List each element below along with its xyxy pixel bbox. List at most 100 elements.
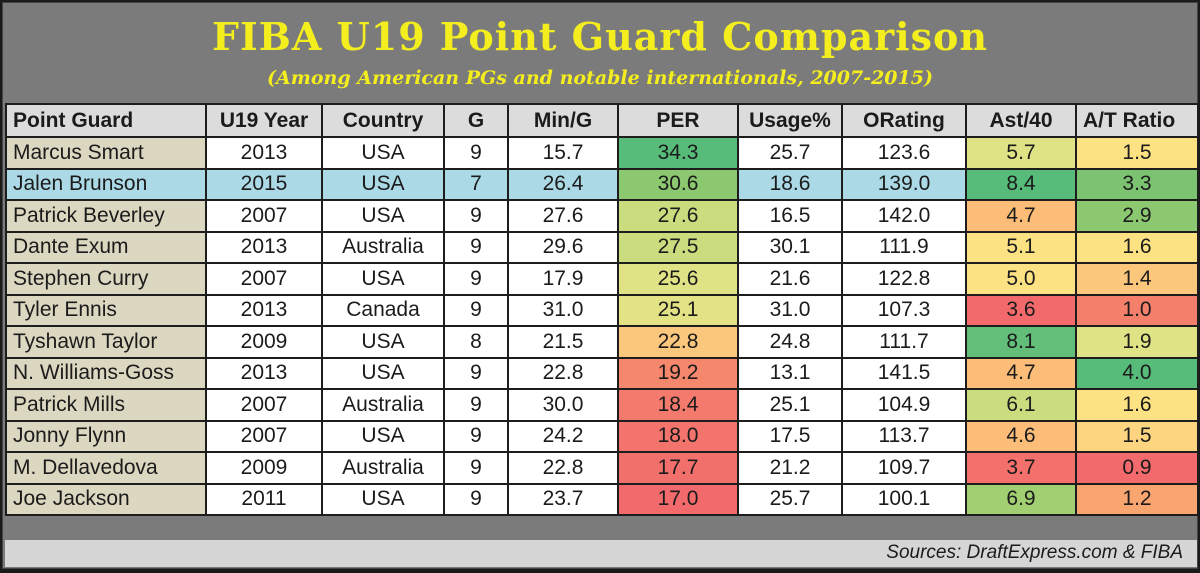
per-cell: 18.0 — [617, 419, 739, 453]
ast40-cell: 4.6 — [965, 419, 1077, 453]
orating-cell: 139.0 — [841, 167, 967, 201]
minutes-cell: 27.6 — [507, 199, 619, 233]
orating-cell: 123.6 — [841, 136, 967, 170]
table-row: Tyler Ennis 2013 Canada 9 31.0 25.1 31.0 107.3 3… — [5, 293, 1199, 327]
at-ratio-cell: 4.0 — [1075, 356, 1199, 390]
at-ratio-cell: 1.5 — [1075, 136, 1199, 170]
games-cell: 9 — [443, 451, 509, 485]
games-cell: 9 — [443, 230, 509, 264]
minutes-cell: 31.0 — [507, 293, 619, 327]
player-name-cell: Jalen Brunson — [5, 167, 207, 201]
table-row: Tyshawn Taylor 2009 USA 8 21.5 22.8 24.8 111.7 8… — [5, 325, 1199, 359]
per-cell: 18.4 — [617, 388, 739, 422]
column-header: Ast/40 — [965, 103, 1077, 138]
per-cell: 25.6 — [617, 262, 739, 296]
player-name-cell: Marcus Smart — [5, 136, 207, 170]
column-header: ORating — [841, 103, 967, 138]
at-ratio-cell: 1.0 — [1075, 293, 1199, 327]
minutes-cell: 17.9 — [507, 262, 619, 296]
per-cell: 30.6 — [617, 167, 739, 201]
player-name-cell: M. Dellavedova — [5, 451, 207, 485]
minutes-cell: 30.0 — [507, 388, 619, 422]
country-cell: USA — [321, 199, 445, 233]
footer-bar: Sources: DraftExpress.com & FIBA — [5, 540, 1197, 567]
usage-cell: 21.6 — [737, 262, 843, 296]
at-ratio-cell: 1.5 — [1075, 419, 1199, 453]
table-row: Joe Jackson 2011 USA 9 23.7 17.0 25.7 100.1 6.9 1… — [5, 482, 1199, 516]
usage-cell: 25.7 — [737, 482, 843, 516]
per-cell: 27.5 — [617, 230, 739, 264]
ast40-cell: 4.7 — [965, 199, 1077, 233]
games-cell: 9 — [443, 356, 509, 390]
year-cell: 2007 — [205, 262, 323, 296]
year-cell: 2007 — [205, 419, 323, 453]
country-cell: USA — [321, 136, 445, 170]
source-credit: Sources: DraftExpress.com & FIBA — [886, 542, 1183, 563]
games-cell: 9 — [443, 388, 509, 422]
games-cell: 9 — [443, 136, 509, 170]
at-ratio-cell: 1.6 — [1075, 230, 1199, 264]
country-cell: Australia — [321, 388, 445, 422]
ast40-cell: 6.9 — [965, 482, 1077, 516]
ast40-cell: 8.1 — [965, 325, 1077, 359]
usage-cell: 24.8 — [737, 325, 843, 359]
table-row: Stephen Curry 2007 USA 9 17.9 25.6 21.6 122.8 5.… — [5, 262, 1199, 296]
usage-cell: 21.2 — [737, 451, 843, 485]
column-header: Usage% — [737, 103, 843, 138]
minutes-cell: 24.2 — [507, 419, 619, 453]
table-body: Marcus Smart 2013 USA 9 15.7 34.3 25.7 123.6 5.7… — [5, 136, 1199, 516]
column-header: Country — [321, 103, 445, 138]
player-name-cell: Stephen Curry — [5, 262, 207, 296]
usage-cell: 25.7 — [737, 136, 843, 170]
usage-cell: 31.0 — [737, 293, 843, 327]
player-name-cell: Patrick Mills — [5, 388, 207, 422]
country-cell: Australia — [321, 451, 445, 485]
column-header: G — [443, 103, 509, 138]
games-cell: 9 — [443, 199, 509, 233]
country-cell: Australia — [321, 230, 445, 264]
at-ratio-cell: 1.9 — [1075, 325, 1199, 359]
column-header: A/T Ratio — [1075, 103, 1199, 138]
year-cell: 2007 — [205, 199, 323, 233]
per-cell: 27.6 — [617, 199, 739, 233]
table-row: Jonny Flynn 2007 USA 9 24.2 18.0 17.5 113.7 4.6 1… — [5, 419, 1199, 453]
usage-cell: 25.1 — [737, 388, 843, 422]
at-ratio-cell: 0.9 — [1075, 451, 1199, 485]
country-cell: USA — [321, 482, 445, 516]
column-header: Point Guard — [5, 103, 207, 138]
usage-cell: 16.5 — [737, 199, 843, 233]
orating-cell: 104.9 — [841, 388, 967, 422]
player-name-cell: Tyler Ennis — [5, 293, 207, 327]
table-row: Patrick Beverley 2007 USA 9 27.6 27.6 16.5 142.… — [5, 199, 1199, 233]
usage-cell: 18.6 — [737, 167, 843, 201]
per-cell: 17.0 — [617, 482, 739, 516]
at-ratio-cell: 3.3 — [1075, 167, 1199, 201]
player-name-cell: Patrick Beverley — [5, 199, 207, 233]
usage-cell: 30.1 — [737, 230, 843, 264]
player-name-cell: Jonny Flynn — [5, 419, 207, 453]
at-ratio-cell: 1.2 — [1075, 482, 1199, 516]
ast40-cell: 5.7 — [965, 136, 1077, 170]
per-cell: 34.3 — [617, 136, 739, 170]
orating-cell: 141.5 — [841, 356, 967, 390]
at-ratio-cell: 1.4 — [1075, 262, 1199, 296]
player-name-cell: N. Williams-Goss — [5, 356, 207, 390]
country-cell: USA — [321, 325, 445, 359]
country-cell: USA — [321, 356, 445, 390]
orating-cell: 111.7 — [841, 325, 967, 359]
year-cell: 2011 — [205, 482, 323, 516]
usage-cell: 13.1 — [737, 356, 843, 390]
year-cell: 2009 — [205, 325, 323, 359]
orating-cell: 122.8 — [841, 262, 967, 296]
minutes-cell: 29.6 — [507, 230, 619, 264]
column-header: PER — [617, 103, 739, 138]
at-ratio-cell: 2.9 — [1075, 199, 1199, 233]
minutes-cell: 15.7 — [507, 136, 619, 170]
ast40-cell: 4.7 — [965, 356, 1077, 390]
year-cell: 2009 — [205, 451, 323, 485]
ast40-cell: 3.6 — [965, 293, 1077, 327]
orating-cell: 142.0 — [841, 199, 967, 233]
column-header: U19 Year — [205, 103, 323, 138]
year-cell: 2015 — [205, 167, 323, 201]
